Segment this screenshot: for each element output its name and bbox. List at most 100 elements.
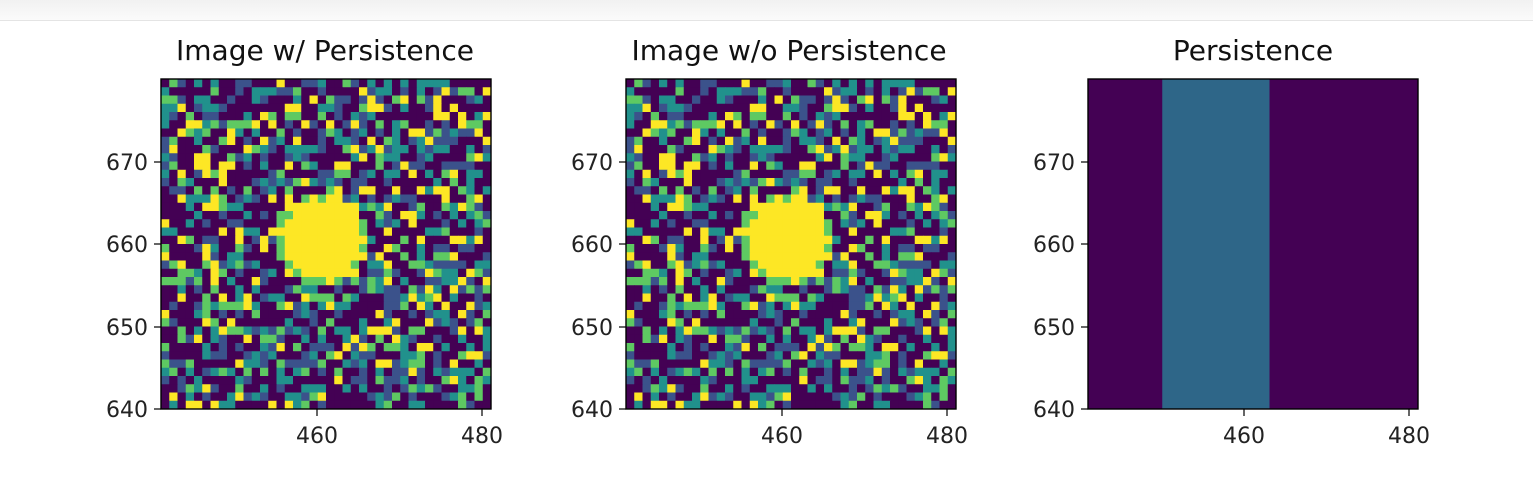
pixel-cell <box>873 376 883 385</box>
pixel-cell <box>700 310 709 319</box>
pixel-cell <box>301 95 310 105</box>
pixel-cell <box>782 95 792 105</box>
pixel-cell <box>749 136 759 146</box>
pixel-cell <box>774 235 784 245</box>
pixel-cell <box>177 285 187 294</box>
pixel-cell <box>359 252 368 261</box>
pixel-cell <box>441 112 451 121</box>
pixel-cell <box>334 186 343 195</box>
pixel-cell <box>939 252 949 261</box>
pixel-cell <box>458 376 467 385</box>
pixel-cell <box>235 211 244 220</box>
pixel-cell <box>683 277 693 286</box>
pixel-cell <box>700 343 709 352</box>
pixel-cell <box>807 268 817 278</box>
pixel-cell <box>642 103 652 113</box>
pixel-cell <box>227 120 236 129</box>
pixel-cell <box>350 219 360 228</box>
pixel-cell <box>642 400 652 410</box>
pixel-cell <box>642 260 652 270</box>
pixel-cell <box>202 128 211 138</box>
pixel-cell <box>169 186 178 195</box>
pixel-cell <box>425 285 434 294</box>
pixel-cell <box>667 79 676 88</box>
pixel-cell <box>235 400 244 410</box>
pixel-cell <box>642 145 652 154</box>
pixel-cell <box>708 128 718 138</box>
pixel-cell <box>161 293 170 303</box>
pixel-cell <box>185 285 195 294</box>
pixel-cell <box>383 169 393 179</box>
pixel-cell <box>758 376 767 385</box>
pixel-cell <box>383 310 393 319</box>
pixel-cell <box>642 326 652 336</box>
pixel-cell <box>832 367 841 377</box>
pixel-cell <box>848 145 858 154</box>
pixel-cell <box>317 343 327 352</box>
pixel-cell <box>449 161 459 171</box>
pixel-cell <box>716 153 726 162</box>
pixel-cell <box>807 79 817 88</box>
pixel-cell <box>659 301 668 311</box>
panel-3-xtick-label-480: 480 <box>1388 424 1430 449</box>
pixel-cell <box>268 153 277 162</box>
pixel-cell <box>840 145 850 154</box>
pixel-cell <box>650 169 660 179</box>
pixel-cell <box>185 87 195 96</box>
pixel-cell <box>177 87 187 96</box>
pixel-cell <box>474 351 484 360</box>
pixel-cell <box>169 161 178 171</box>
pixel-cell <box>326 219 335 228</box>
pixel-cell <box>235 293 244 303</box>
pixel-cell <box>914 318 924 327</box>
pixel-cell <box>923 400 932 410</box>
pixel-cell <box>416 211 426 220</box>
pixel-cell <box>716 202 726 212</box>
pixel-cell <box>161 359 170 369</box>
pixel-cell <box>791 285 800 294</box>
pixel-cell <box>367 400 376 410</box>
pixel-cell <box>725 310 734 319</box>
pixel-cell <box>807 244 817 253</box>
pixel-cell <box>194 219 203 228</box>
pixel-cell <box>865 367 874 377</box>
pixel-cell <box>342 392 352 402</box>
pixel-cell <box>840 120 850 129</box>
pixel-cell <box>733 103 742 113</box>
pixel-cell <box>284 202 294 212</box>
pixel-cell <box>251 169 261 179</box>
pixel-cell <box>642 268 652 278</box>
pixel-cell <box>392 285 401 294</box>
pixel-cell <box>840 227 850 237</box>
pixel-cell <box>359 219 368 228</box>
pixel-cell <box>659 285 668 294</box>
pixel-cell <box>683 268 693 278</box>
pixel-cell <box>185 186 195 195</box>
pixel-cell <box>210 392 220 402</box>
pixel-cell <box>848 178 858 187</box>
pixel-cell <box>683 145 693 154</box>
pixel-cell <box>749 194 759 204</box>
pixel-cell <box>218 367 228 377</box>
pixel-cell <box>667 178 676 187</box>
pixel-cell <box>425 384 434 393</box>
pixel-cell <box>301 186 310 195</box>
pixel-cell <box>683 367 693 377</box>
pixel-cell <box>326 79 335 88</box>
pixel-cell <box>202 252 211 261</box>
pixel-cell <box>741 219 751 228</box>
pixel-cell <box>227 392 236 402</box>
pixel-cell <box>433 318 442 327</box>
pixel-cell <box>350 326 360 336</box>
pixel-cell <box>675 235 685 245</box>
pixel-cell <box>342 136 352 146</box>
pixel-cell <box>342 400 352 410</box>
pixel-cell <box>260 120 269 129</box>
pixel-cell <box>848 202 858 212</box>
pixel-cell <box>342 145 352 154</box>
pixel-cell <box>375 95 385 105</box>
pixel-cell <box>667 293 676 303</box>
pixel-cell <box>276 318 286 327</box>
pixel-cell <box>243 359 253 369</box>
pixel-cell <box>284 351 294 360</box>
